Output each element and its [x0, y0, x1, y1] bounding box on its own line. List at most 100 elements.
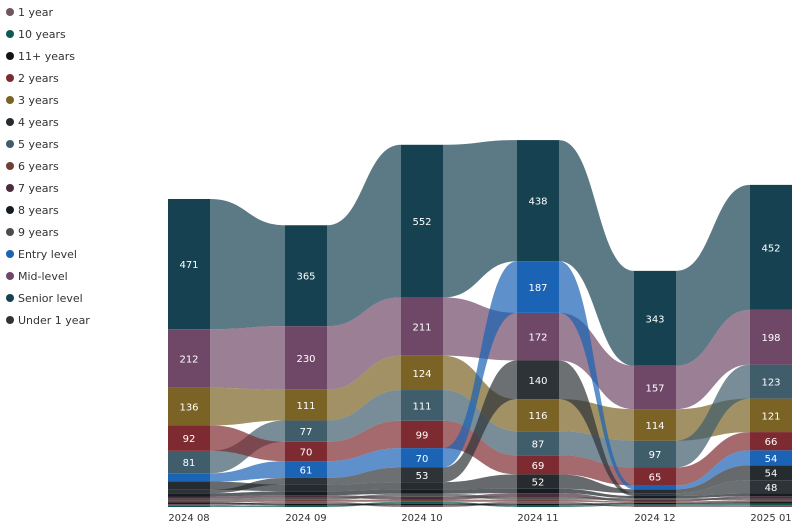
ribbon-9-years[interactable]: [327, 493, 401, 500]
ribbon-under-1-year[interactable]: [443, 360, 517, 483]
ribbon-10-years[interactable]: [676, 503, 750, 506]
bar-segment-entry-level[interactable]: [168, 473, 210, 482]
ribbon-11-years[interactable]: [443, 503, 517, 506]
ribbon-senior-level[interactable]: [676, 184, 750, 366]
ribbon-9-years[interactable]: [443, 493, 517, 500]
bar-segment-10-years[interactable]: [401, 501, 443, 504]
bar-segment-8-years[interactable]: [750, 493, 792, 497]
legend-item-10-years[interactable]: 10 years: [6, 23, 156, 45]
ribbon-3-years[interactable]: [210, 387, 285, 426]
ribbon-mid-level[interactable]: [327, 297, 401, 390]
ribbon-3-years[interactable]: [559, 399, 634, 441]
ribbon-entry-level[interactable]: [210, 461, 285, 482]
bar-segment-3-years[interactable]: [750, 398, 792, 433]
ribbon-senior-level[interactable]: [443, 140, 517, 298]
bar-segment-6-years[interactable]: [285, 499, 327, 502]
bar-segment-senior-level[interactable]: [168, 198, 210, 330]
bar-segment-6-years[interactable]: [750, 500, 792, 503]
ribbon-4-years[interactable]: [210, 481, 285, 492]
bar-segment-senior-level[interactable]: [401, 144, 443, 298]
bar-segment-9-years[interactable]: [634, 498, 676, 500]
ribbon-4-years[interactable]: [327, 482, 401, 492]
bar-segment-4-years[interactable]: [168, 481, 210, 490]
ribbon-11-years[interactable]: [210, 502, 285, 506]
ribbon-5-years[interactable]: [559, 431, 634, 468]
ribbon-3-years[interactable]: [443, 355, 517, 432]
bar-segment-7-years[interactable]: [285, 495, 327, 498]
bar-segment-5-years[interactable]: [634, 440, 676, 468]
ribbon-3-years[interactable]: [327, 355, 401, 421]
ribbon-6-years[interactable]: [559, 499, 634, 503]
legend-item-senior-level[interactable]: Senior level: [6, 287, 156, 309]
bar-segment-6-years[interactable]: [401, 499, 443, 502]
ribbon-entry-level[interactable]: [327, 448, 401, 478]
ribbon-8-years[interactable]: [559, 488, 634, 499]
bar-segment-2-years[interactable]: [285, 441, 327, 462]
bar-segment-3-years[interactable]: [634, 409, 676, 441]
bar-segment-under-1-year[interactable]: [285, 477, 327, 485]
ribbon-mid-level[interactable]: [559, 312, 634, 410]
bar-segment-3-years[interactable]: [168, 387, 210, 426]
bar-segment-1-year[interactable]: [285, 501, 327, 504]
ribbon-2-years[interactable]: [559, 455, 634, 486]
bar-segment-1-year[interactable]: [517, 501, 559, 504]
bar-segment-2-years[interactable]: [750, 432, 792, 451]
bar-segment-10-years[interactable]: [634, 504, 676, 506]
bar-segment-4-years[interactable]: [517, 474, 559, 489]
ribbon-9-years[interactable]: [210, 497, 285, 501]
bar-segment-3-years[interactable]: [401, 355, 443, 391]
ribbon-9-years[interactable]: [676, 498, 750, 501]
legend-item-1-year[interactable]: 1 year: [6, 1, 156, 23]
bar-segment-11-years[interactable]: [517, 503, 559, 506]
bar-segment-7-years[interactable]: [750, 496, 792, 499]
bar-segment-9-years[interactable]: [750, 498, 792, 501]
bar-segment-under-1-year[interactable]: [517, 360, 559, 400]
bar-segment-11-years[interactable]: [634, 502, 676, 505]
bar-segment-senior-level[interactable]: [285, 225, 327, 327]
bar-segment-mid-level[interactable]: [750, 309, 792, 365]
bar-segment-1-year[interactable]: [401, 505, 443, 507]
ribbon-under-1-year[interactable]: [327, 467, 401, 485]
bar-segment-7-years[interactable]: [168, 496, 210, 499]
bar-segment-under-1-year[interactable]: [168, 489, 210, 494]
bar-segment-6-years[interactable]: [517, 499, 559, 502]
ribbon-entry-level[interactable]: [443, 261, 517, 468]
bar-segment-10-years[interactable]: [750, 503, 792, 506]
ribbon-9-years[interactable]: [559, 497, 634, 500]
legend-item-9-years[interactable]: 9 years: [6, 221, 156, 243]
ribbon-senior-level[interactable]: [210, 198, 285, 330]
ribbon-2-years[interactable]: [327, 420, 401, 462]
bar-segment-2-years[interactable]: [634, 467, 676, 486]
ribbon-2-years[interactable]: [676, 432, 750, 486]
ribbon-6-years[interactable]: [676, 500, 750, 503]
legend-item-5-years[interactable]: 5 years: [6, 133, 156, 155]
bar-segment-3-years[interactable]: [285, 389, 327, 421]
legend-item-8-years[interactable]: 8 years: [6, 199, 156, 221]
ribbon-7-years[interactable]: [210, 495, 285, 499]
bar-segment-5-years[interactable]: [750, 364, 792, 399]
bar-segment-senior-level[interactable]: [750, 184, 792, 310]
legend-item-mid-level[interactable]: Mid-level: [6, 265, 156, 287]
bar-segment-10-years[interactable]: [517, 505, 559, 507]
bar-segment-11-years[interactable]: [750, 502, 792, 504]
ribbon-11-years[interactable]: [676, 502, 750, 505]
ribbon-4-years[interactable]: [676, 465, 750, 494]
bar-segment-entry-level[interactable]: [634, 485, 676, 490]
bar-segment-entry-level[interactable]: [285, 461, 327, 478]
bar-segment-2-years[interactable]: [168, 425, 210, 451]
ribbon-entry-level[interactable]: [676, 450, 750, 490]
bar-segment-entry-level[interactable]: [750, 450, 792, 466]
bar-segment-1-year[interactable]: [750, 505, 792, 507]
bar-segment-5-years[interactable]: [517, 431, 559, 456]
ribbon-8-years[interactable]: [327, 489, 401, 496]
bar-segment-under-1-year[interactable]: [634, 493, 676, 496]
bar-segment-11-years[interactable]: [401, 503, 443, 506]
bar-segment-5-years[interactable]: [401, 390, 443, 421]
ribbon-entry-level[interactable]: [559, 261, 634, 490]
bar-segment-8-years[interactable]: [168, 493, 210, 497]
bar-segment-4-years[interactable]: [401, 482, 443, 490]
legend-item-2-years[interactable]: 2 years: [6, 67, 156, 89]
bar-segment-8-years[interactable]: [634, 495, 676, 499]
legend-item-7-years[interactable]: 7 years: [6, 177, 156, 199]
ribbon-4-years[interactable]: [443, 474, 517, 490]
